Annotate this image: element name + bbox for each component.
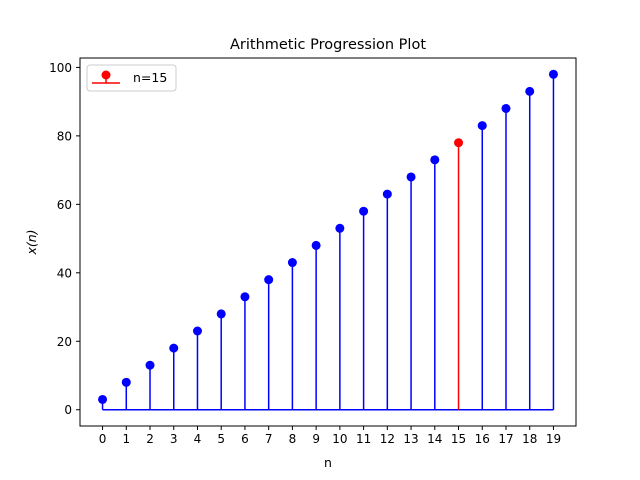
- x-tick-label: 16: [475, 432, 490, 446]
- stem-marker: [169, 343, 179, 353]
- stem-marker: [216, 309, 226, 319]
- stem-marker: [311, 240, 321, 250]
- x-tick-label: 7: [265, 432, 273, 446]
- stem-marker: [240, 292, 250, 302]
- x-tick-label: 9: [312, 432, 320, 446]
- y-tick-label: 40: [57, 266, 72, 280]
- x-tick-label: 11: [356, 432, 371, 446]
- plot-area: [98, 69, 558, 411]
- x-axis-label: n: [324, 455, 332, 470]
- x-tick-label: 1: [122, 432, 130, 446]
- x-tick-label: 5: [217, 432, 225, 446]
- y-axis-label: x(n): [24, 229, 39, 255]
- x-tick-label: 8: [289, 432, 297, 446]
- x-tick-label: 18: [522, 432, 537, 446]
- y-tick-label: 100: [49, 61, 72, 75]
- x-tick-label: 19: [546, 432, 561, 446]
- legend: n=15: [86, 64, 177, 92]
- stem-marker: [359, 206, 369, 216]
- x-tick-label: 0: [99, 432, 107, 446]
- stem-marker: [145, 360, 155, 370]
- x-tick-label: 13: [403, 432, 418, 446]
- stem-marker: [192, 326, 202, 336]
- stem-marker: [525, 86, 535, 96]
- x-tick-label: 14: [427, 432, 442, 446]
- axes-frame: [79, 57, 577, 427]
- stem-marker: [98, 394, 108, 404]
- y-tick-label: 60: [57, 198, 72, 212]
- stem-marker: [287, 258, 297, 268]
- stem-marker: [406, 172, 416, 182]
- stem-marker: [264, 275, 274, 285]
- x-tick-label: 6: [241, 432, 249, 446]
- legend-label: n=15: [133, 70, 167, 85]
- stem-marker: [501, 103, 511, 113]
- x-tick-label: 10: [332, 432, 347, 446]
- y-tick-label: 80: [57, 129, 72, 143]
- x-tick-label: 15: [451, 432, 466, 446]
- y-tick-label: 0: [64, 403, 72, 417]
- legend-box: [86, 64, 177, 92]
- y-tick-label: 20: [57, 335, 72, 349]
- stem-marker: [477, 121, 487, 131]
- stem-marker: [548, 69, 558, 79]
- stem-marker: [430, 155, 440, 165]
- stem-marker: [121, 377, 131, 387]
- x-tick-label: 3: [170, 432, 178, 446]
- x-tick-label: 17: [498, 432, 513, 446]
- legend-marker: [101, 70, 111, 80]
- y-axis: 0 20 40 60 80 100: [49, 61, 80, 417]
- x-tick-label: 2: [146, 432, 154, 446]
- chart-title: Arithmetic Progression Plot: [230, 37, 426, 53]
- x-tick-label: 4: [194, 432, 202, 446]
- x-tick-label: 12: [380, 432, 395, 446]
- stem-marker: [382, 189, 392, 199]
- stem-marker: [335, 223, 345, 233]
- x-axis: 0 1 2 3 4 5 6 7 8 9 10 11 12 13 14 15 16 17 18 19: [99, 426, 561, 446]
- stem-marker-highlight: [454, 138, 464, 148]
